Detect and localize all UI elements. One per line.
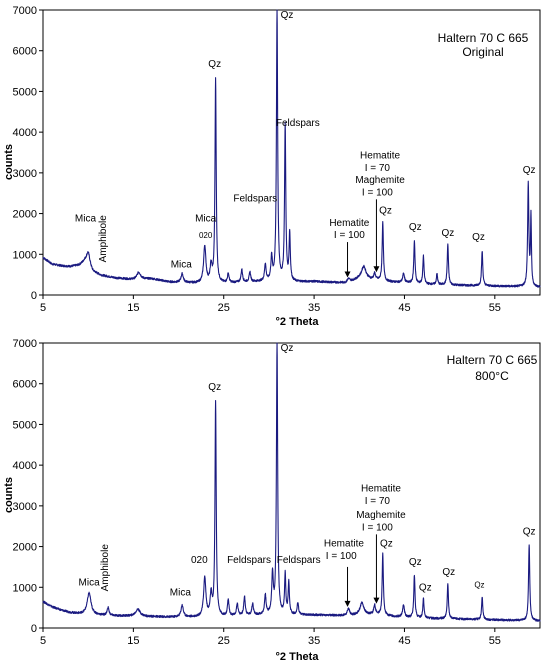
- x-tick-label: 15: [127, 302, 139, 314]
- peak-annotation: Hematite: [360, 151, 400, 162]
- x-tick-label: 5: [40, 302, 46, 314]
- arrow-head: [344, 271, 351, 278]
- arrow-head: [344, 600, 351, 607]
- peak-annotation: I = 70: [365, 163, 391, 174]
- peak-annotation: Hematite: [324, 539, 364, 550]
- peak-annotation: Feldspars: [277, 555, 321, 566]
- x-tick-label: 45: [398, 635, 410, 647]
- chart-original: Haltern 70 C 665 Original counts °2 Thet…: [3, 5, 541, 328]
- peak-annotation: Qz: [523, 165, 536, 176]
- peak-annotation: Qz: [409, 222, 422, 233]
- peak-annotation: Mica: [195, 214, 217, 225]
- y-tick-label: 2000: [13, 542, 37, 554]
- peak-annotation: Feldspars: [227, 555, 271, 566]
- peak-annotation: Mica: [75, 214, 97, 225]
- peak-annotation: I = 100: [334, 230, 365, 241]
- peak-annotation: Qz: [441, 228, 454, 239]
- y-tick-label: 4000: [13, 460, 37, 472]
- x-tick-label: 35: [308, 302, 320, 314]
- peak-annotation: Qz: [474, 580, 484, 589]
- peak-annotation: Qz: [523, 526, 536, 537]
- y-tick-label: 6000: [13, 46, 37, 58]
- peak-annotation: Mica: [171, 260, 193, 271]
- peak-annotation: Qz: [409, 557, 422, 568]
- chart-title: Haltern 70 C 665: [438, 31, 529, 45]
- peak-annotation: I = 100: [362, 522, 393, 533]
- x-tick-label: 5: [40, 635, 46, 647]
- y-tick-label: 0: [31, 623, 37, 635]
- y-tick-label: 4000: [13, 127, 37, 139]
- plot-frame: [42, 9, 541, 296]
- peak-annotation: Qz: [380, 539, 393, 550]
- diffractogram-line: [42, 342, 541, 622]
- peak-annotation: I = 100: [326, 551, 357, 562]
- peak-annotation: Qz: [208, 382, 221, 393]
- peak-annotation: 020: [191, 555, 208, 566]
- peak-annotation: Amphibole: [98, 215, 109, 263]
- peak-annotation: Qz: [472, 232, 485, 243]
- y-tick-label: 5000: [13, 419, 37, 431]
- chart-subtitle: Original: [462, 45, 503, 59]
- x-tick-label: 25: [218, 635, 230, 647]
- x-axis-label: °2 Theta: [276, 651, 320, 663]
- peak-annotation: Feldspars: [276, 118, 320, 129]
- x-tick-label: 35: [308, 635, 320, 647]
- arrow-head: [373, 266, 380, 273]
- peak-annotation: Qz: [419, 583, 432, 594]
- y-tick-label: 2000: [13, 209, 37, 221]
- diffractogram-line: [42, 9, 541, 288]
- chart-800c: Haltern 70 C 665 800°C counts °2 Theta 0…: [3, 338, 541, 663]
- chart-title: Haltern 70 C 665: [447, 353, 538, 367]
- x-tick-label: 55: [489, 302, 501, 314]
- y-axis-label: counts: [3, 144, 15, 180]
- arrow-head: [373, 597, 380, 604]
- peak-annotation: I = 70: [365, 496, 391, 507]
- peak-annotation: Amphibole: [100, 544, 111, 592]
- chart-subtitle: 800°C: [475, 369, 509, 383]
- y-tick-label: 1000: [13, 582, 37, 594]
- x-tick-label: 55: [489, 635, 501, 647]
- peak-annotation: Mica: [79, 577, 101, 588]
- peak-annotation: Mica: [170, 587, 192, 598]
- y-tick-label: 0: [31, 290, 37, 302]
- y-tick-label: 1000: [13, 249, 37, 261]
- peak-annotation: Qz: [281, 343, 294, 354]
- y-tick-label: 6000: [13, 379, 37, 391]
- x-axis-label: °2 Theta: [276, 316, 320, 328]
- peak-annotation: Hematite: [329, 218, 369, 229]
- peak-annotation: Feldspars: [233, 193, 277, 204]
- y-tick-label: 5000: [13, 86, 37, 98]
- y-tick-label: 3000: [13, 168, 37, 180]
- plot-frame: [42, 342, 541, 629]
- peak-annotation: Qz: [442, 567, 455, 578]
- peak-annotation: I = 100: [362, 187, 393, 198]
- peak-annotation: Hematite: [361, 484, 401, 495]
- x-tick-label: 15: [127, 635, 139, 647]
- x-tick-label: 45: [398, 302, 410, 314]
- peak-annotation: Maghemite: [355, 175, 405, 186]
- peak-annotation: Qz: [281, 10, 294, 21]
- y-tick-label: 3000: [13, 501, 37, 513]
- peak-annotation: 020: [199, 231, 213, 240]
- peak-annotation: Maghemite: [356, 510, 406, 521]
- y-tick-label: 7000: [13, 338, 37, 350]
- y-tick-label: 7000: [13, 5, 37, 17]
- peak-annotation: Qz: [208, 59, 221, 70]
- peak-annotation: Qz: [379, 206, 392, 217]
- y-axis-label: counts: [3, 477, 15, 513]
- x-tick-label: 25: [218, 302, 230, 314]
